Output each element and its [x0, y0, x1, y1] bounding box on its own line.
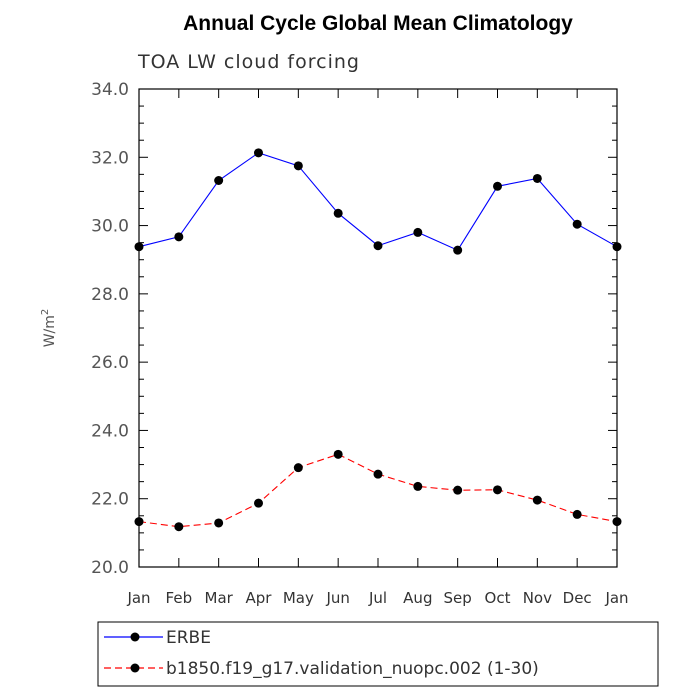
- x-tick-label: Jan: [604, 589, 628, 607]
- x-tick-label: Aug: [403, 589, 432, 607]
- series-1-point: [453, 485, 463, 495]
- x-tick-label: Dec: [563, 589, 592, 607]
- x-tick-label: May: [283, 589, 314, 607]
- series-0-point: [174, 232, 184, 242]
- series-line-0: [138, 152, 618, 251]
- x-tick-label: Nov: [523, 589, 552, 607]
- legend-label-erbe: ERBE: [166, 628, 211, 648]
- legend-box: [97, 621, 659, 687]
- y-tick-label: 24.0: [91, 421, 129, 441]
- series-line-1: [138, 453, 618, 528]
- legend-marker-erbe: [130, 632, 140, 642]
- plot-area: 20.0 22.0 24.0 26.0 28.0 30.0 32.0 34.0 Jan Feb M…: [91, 80, 628, 607]
- x-tick-label: Jul: [368, 589, 387, 607]
- y-tick-label: 32.0: [91, 148, 129, 168]
- series-0-point: [293, 161, 303, 171]
- series-1-point: [572, 509, 582, 519]
- series-1-point: [174, 522, 184, 532]
- series-0-point: [413, 227, 423, 237]
- series-1-point: [333, 449, 343, 459]
- y-axis-label-superscript: 2: [40, 309, 51, 315]
- plot-frame: [138, 88, 618, 568]
- series-1-point: [214, 518, 224, 528]
- series-1-point: [413, 481, 423, 491]
- x-tick-label: Jan: [126, 589, 150, 607]
- y-tick-label: 30.0: [91, 217, 129, 237]
- series-0-point: [493, 181, 502, 191]
- series-0-point: [373, 241, 383, 251]
- series-layer: [134, 148, 622, 532]
- chart-subtitle: TOA LW cloud forcing: [137, 51, 360, 73]
- y-tick-label: 22.0: [91, 490, 129, 510]
- y-tick-label: 26.0: [91, 353, 129, 373]
- y-tick-label: 28.0: [91, 285, 129, 305]
- x-tick-label: Mar: [205, 589, 234, 607]
- series-1-point: [293, 463, 303, 473]
- x-tick-label: Sep: [444, 589, 472, 607]
- minor-ticks: [139, 105, 617, 551]
- y-tick-label: 34.0: [91, 80, 129, 100]
- series-1-point: [134, 517, 144, 527]
- series-0-point: [333, 208, 343, 218]
- x-axis-ticks: Jan Feb Mar Apr May Jun Jul Aug Sep Oct Nov Dec Jan: [126, 89, 629, 607]
- y-axis-label: W/m2: [40, 309, 58, 348]
- series-0-point: [572, 219, 582, 229]
- series-1-point: [532, 495, 542, 505]
- x-tick-label: Jun: [325, 589, 349, 607]
- series-0-point: [612, 242, 622, 252]
- series-1-point: [493, 485, 502, 495]
- y-axis-ticks: 20.0 22.0 24.0 26.0 28.0 30.0 32.0 34.0: [91, 80, 617, 578]
- series-0-point: [532, 173, 542, 183]
- legend-marker-model: [130, 663, 140, 673]
- legend-label-model: b1850.f19_g17.validation_nuopc.002 (1-30…: [166, 659, 539, 679]
- series-0-point: [254, 148, 263, 158]
- y-axis-label-unit: W/m: [42, 315, 58, 347]
- series-1-point: [373, 469, 383, 479]
- chart-title: Annual Cycle Global Mean Climatology: [183, 12, 573, 35]
- x-tick-label: Feb: [166, 589, 193, 607]
- x-tick-label: Oct: [485, 589, 511, 607]
- y-tick-label: 20.0: [91, 558, 129, 578]
- series-1-point: [612, 517, 622, 527]
- series-0-point: [453, 245, 463, 255]
- legend: ERBE b1850.f19_g17.validation_nuopc.002 …: [97, 621, 659, 687]
- x-tick-label: Apr: [246, 589, 273, 607]
- series-0-point: [134, 242, 144, 252]
- series-1-point: [254, 498, 263, 508]
- series-0-point: [214, 176, 224, 186]
